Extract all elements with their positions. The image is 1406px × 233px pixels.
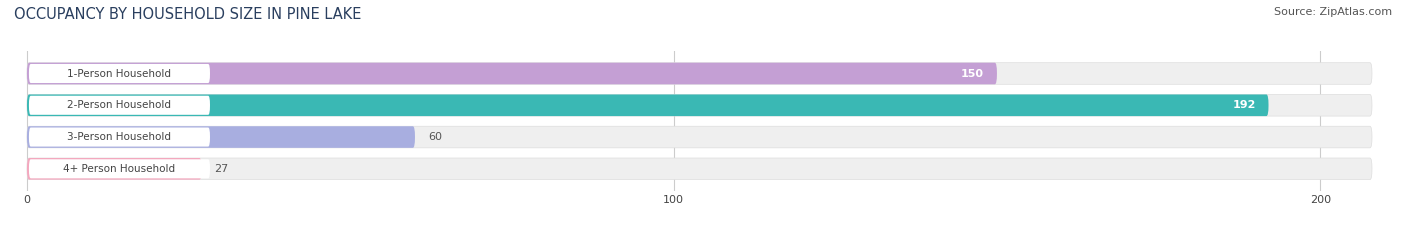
FancyBboxPatch shape [27, 63, 1372, 84]
FancyBboxPatch shape [27, 126, 1372, 148]
FancyBboxPatch shape [30, 159, 209, 178]
FancyBboxPatch shape [27, 126, 415, 148]
Text: 1-Person Household: 1-Person Household [67, 69, 172, 79]
FancyBboxPatch shape [30, 127, 209, 147]
Text: OCCUPANCY BY HOUSEHOLD SIZE IN PINE LAKE: OCCUPANCY BY HOUSEHOLD SIZE IN PINE LAKE [14, 7, 361, 22]
Text: 27: 27 [215, 164, 229, 174]
FancyBboxPatch shape [27, 63, 997, 84]
Text: 4+ Person Household: 4+ Person Household [63, 164, 176, 174]
Text: 60: 60 [427, 132, 441, 142]
FancyBboxPatch shape [27, 94, 1268, 116]
FancyBboxPatch shape [30, 64, 209, 83]
Text: 3-Person Household: 3-Person Household [67, 132, 172, 142]
FancyBboxPatch shape [27, 158, 1372, 180]
FancyBboxPatch shape [27, 158, 201, 180]
Text: 2-Person Household: 2-Person Household [67, 100, 172, 110]
FancyBboxPatch shape [30, 96, 209, 115]
Text: 150: 150 [962, 69, 984, 79]
Text: 192: 192 [1232, 100, 1256, 110]
FancyBboxPatch shape [27, 94, 1372, 116]
Text: Source: ZipAtlas.com: Source: ZipAtlas.com [1274, 7, 1392, 17]
